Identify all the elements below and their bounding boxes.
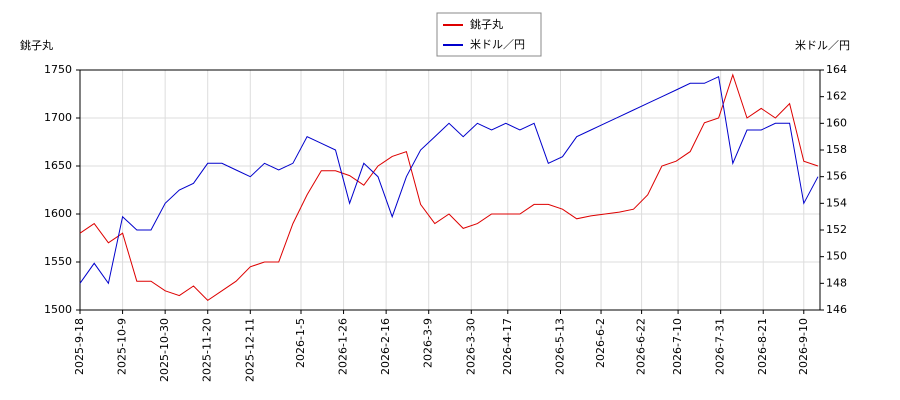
x-tick-label: 2026-4-17 — [501, 318, 514, 375]
x-tick-label: 2025-12-11 — [243, 318, 256, 382]
y2-tick-label: 150 — [826, 250, 847, 263]
x-tick-label: 2025-10-9 — [116, 318, 129, 375]
y-axis-label: 銚子丸 — [20, 38, 53, 52]
y2-axis-label: 米ドル／円 — [795, 39, 850, 52]
y2-tick-label: 160 — [826, 116, 847, 129]
x-tick-label: 2026-1-26 — [337, 318, 350, 375]
x-tick-label: 2025-11-20 — [201, 318, 214, 382]
y-tick-label: 1650 — [44, 159, 72, 172]
x-tick-label: 2025-9-18 — [73, 318, 86, 375]
series-line — [79, 75, 819, 285]
y2-tick-label: 162 — [826, 90, 847, 103]
series-line — [79, 73, 819, 302]
y2-tick-label: 152 — [826, 223, 847, 236]
x-tick-label: 2026-6-2 — [594, 318, 607, 368]
x-tick-label: 2026-3-30 — [464, 318, 477, 375]
y-tick-label: 1750 — [44, 63, 72, 76]
x-tick-label: 2026-3-9 — [422, 318, 435, 368]
x-tick-label: 2026-6-22 — [635, 318, 648, 375]
y2-tick-label: 158 — [826, 143, 847, 156]
x-tick-label: 2025-10-30 — [158, 318, 171, 382]
y2-tick-label: 154 — [826, 196, 847, 209]
x-tick-label: 2026-2-16 — [379, 318, 392, 375]
y2-tick-label: 156 — [826, 170, 847, 183]
x-tick-label: 2026-7-31 — [714, 318, 727, 375]
y-tick-label: 1700 — [44, 111, 72, 124]
plot-frame — [79, 69, 821, 311]
x-tick-label: 2026-9-10 — [797, 318, 810, 375]
y-tick-label: 1600 — [44, 207, 72, 220]
y-tick-label: 1550 — [44, 255, 72, 268]
x-tick-label: 2026-7-10 — [671, 318, 684, 375]
x-tick-label: 2026-5-13 — [553, 318, 566, 375]
y2-tick-label: 148 — [826, 276, 847, 289]
legend-label: 米ドル／円 — [470, 38, 525, 51]
y2-tick-label: 146 — [826, 303, 847, 316]
y-tick-label: 1500 — [44, 303, 72, 316]
legend-label: 銚子丸 — [470, 17, 503, 31]
y2-tick-label: 164 — [826, 63, 847, 76]
x-tick-label: 2026-8-21 — [756, 318, 769, 375]
x-tick-label: 2026-1-5 — [294, 318, 307, 368]
legend-box — [436, 12, 542, 57]
